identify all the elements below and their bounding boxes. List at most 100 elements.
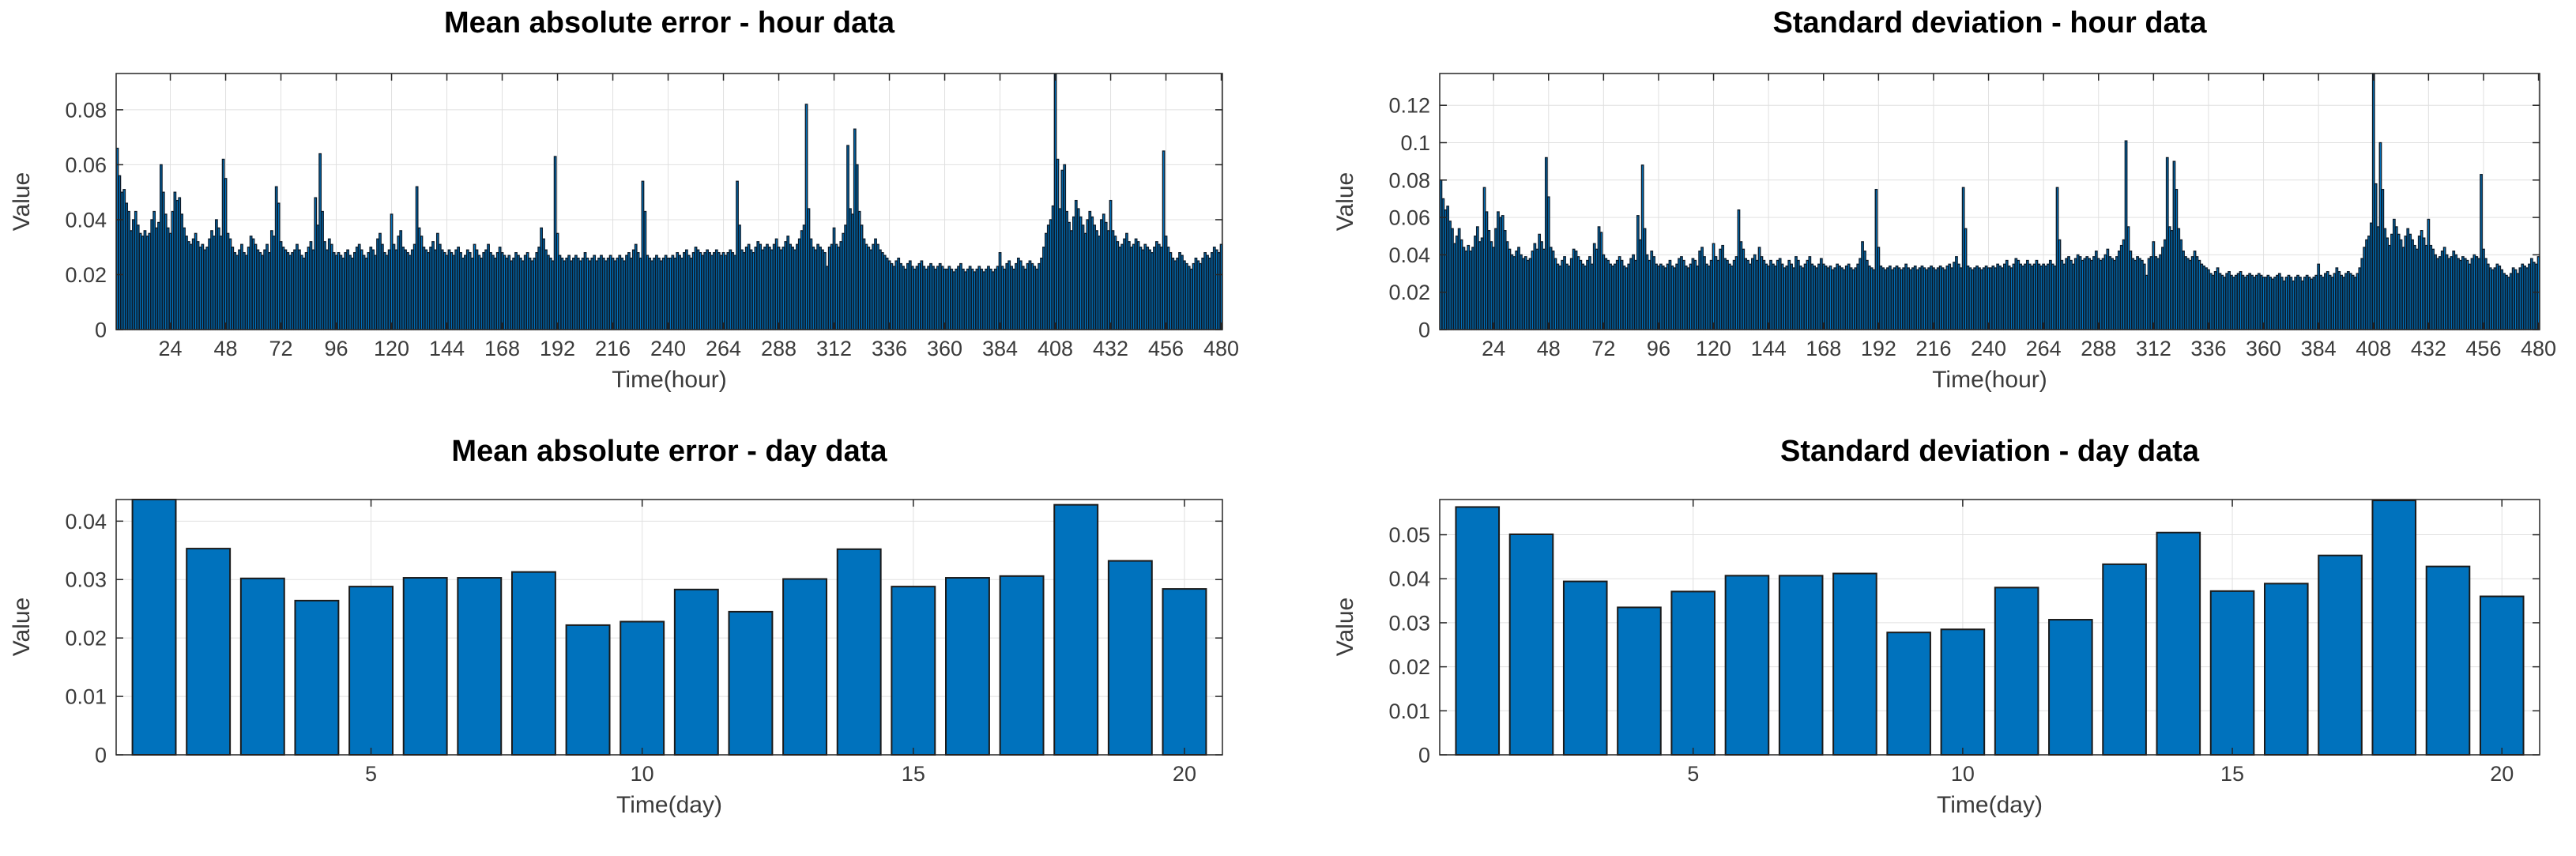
std-hour-bar: [2360, 258, 2364, 330]
mae-hour-bar: [1033, 266, 1037, 330]
std-hour-bar: [2005, 259, 2009, 330]
mae-hour-bar: [1000, 266, 1004, 330]
mae-hour-bar: [636, 252, 640, 330]
mae-hour-bar: [268, 252, 271, 330]
std-day-bar: [1562, 580, 1608, 756]
std-hour-bar: [2113, 259, 2116, 330]
std-hour-bar: [1538, 233, 1542, 330]
tick-labels: 5 10 15 20 0 0.01 0.02 0.03 0.04: [65, 510, 1196, 786]
std-hour-bar: [1704, 263, 1708, 330]
std-hour-bar: [1734, 256, 1738, 330]
std-hour-bar: [1693, 259, 1697, 330]
x-tick-label: 168: [1806, 337, 1841, 360]
std-hour-bar: [1840, 267, 1843, 330]
std-hour-bar: [1523, 256, 1527, 330]
mae-hour-bar: [463, 255, 467, 330]
mae-hour-bar: [721, 252, 725, 330]
mae-hour-bar: [691, 252, 695, 330]
std-hour-bar: [1959, 267, 1963, 330]
std-hour-bar: [1556, 263, 1560, 330]
mae-hour-bar: [680, 257, 684, 330]
mae-hour-bar: [761, 249, 765, 330]
mae-hour-bar: [1035, 268, 1039, 330]
std-hour-bar: [2211, 274, 2215, 330]
std-hour-bar: [2310, 278, 2314, 330]
mae-hour-bar: [1210, 252, 1214, 330]
mae-hour-bar: [528, 257, 532, 330]
mae-hour-bar: [925, 268, 928, 330]
y-axis-label-std-day: Value: [1332, 597, 1358, 657]
mae-hour-bar: [288, 255, 292, 330]
mae-hour-bar: [226, 232, 230, 330]
mae-hour-bar: [434, 249, 437, 330]
mae-hour-bar: [224, 178, 228, 330]
std-hour-bar: [1691, 258, 1695, 330]
std-hour-bar: [1778, 258, 1782, 330]
std-hour-bar: [1590, 263, 1594, 330]
std-hour-bar: [2440, 251, 2444, 330]
mae-hour-bar: [357, 243, 361, 330]
mae-hour-bar: [304, 252, 308, 330]
std-hour-bar: [2037, 263, 2041, 330]
std-hour-bar: [1849, 267, 1853, 330]
mae-hour-bar: [120, 191, 124, 330]
std-hour-bar: [2069, 259, 2073, 330]
mae-hour-bar: [618, 255, 622, 330]
std-day-bar: [2479, 595, 2525, 756]
mae-hour-bar: [1016, 257, 1020, 330]
y-tick-label: 0.03: [65, 568, 107, 592]
std-hour-bar: [2243, 277, 2247, 330]
std-hour-bar: [2342, 277, 2345, 330]
std-hour-bar: [1584, 265, 1587, 330]
mae-hour-bar: [1113, 236, 1117, 330]
std-hour-bar: [1821, 263, 1825, 330]
mae-hour-bars: [115, 74, 1223, 330]
mae-hour-bar: [1181, 255, 1184, 330]
std-hour-bar: [2220, 274, 2224, 330]
mae-hour-bar: [491, 255, 495, 330]
std-hour-bar: [1900, 269, 1904, 330]
std-hour-bar: [1881, 267, 1885, 330]
std-hour-bar: [1707, 265, 1711, 330]
std-day-bar: [2425, 565, 2471, 756]
mae-hour-bar: [1123, 238, 1126, 330]
mae-hour-bar: [256, 249, 260, 330]
std-hour-bar: [2106, 248, 2110, 330]
mae-hour-bar: [530, 260, 534, 330]
std-hour-bar: [1826, 267, 1830, 330]
mae-hour-bar: [168, 232, 172, 330]
mae-hour-bar: [392, 243, 396, 330]
mae-hour-bar: [540, 227, 544, 330]
mae-hour-bar: [186, 241, 190, 330]
std-hour-bar: [2083, 258, 2087, 330]
std-hour-bar: [2007, 265, 2011, 330]
x-tick-label: 72: [269, 337, 293, 360]
mae-hour-bar: [797, 238, 801, 330]
mae-hour-bar: [307, 247, 311, 330]
std-hour-bar: [2300, 280, 2304, 330]
std-hour-bar: [1586, 259, 1589, 330]
mae-hour-bar: [601, 257, 605, 330]
mae-day-bar: [999, 575, 1045, 756]
x-tick-label: 10: [1951, 762, 1975, 786]
mae-day-bar: [945, 577, 990, 756]
std-hour-bar: [1953, 262, 1956, 330]
std-hour-bar: [2312, 277, 2316, 330]
mae-hour-bar: [233, 252, 237, 330]
mae-hour-bar: [131, 219, 135, 330]
std-hour-bar: [1487, 230, 1491, 330]
mae-hour-bar: [853, 128, 857, 330]
std-hour-bar: [2314, 274, 2318, 330]
mae-hour-bar: [382, 252, 386, 330]
std-hour-bar: [1950, 267, 1954, 330]
mae-day-bar: [510, 571, 556, 756]
std-hour-bar: [1833, 267, 1837, 330]
mae-hour-bar: [180, 213, 184, 330]
std-hour-bar: [1803, 263, 1807, 330]
std-hour-bar: [2514, 269, 2518, 330]
x-tick-label: 48: [1537, 337, 1561, 360]
mae-hour-bar: [576, 257, 580, 330]
std-hour-bar: [2156, 258, 2160, 330]
std-hour-bar: [2241, 274, 2245, 330]
mae-hour-bar: [590, 257, 594, 330]
